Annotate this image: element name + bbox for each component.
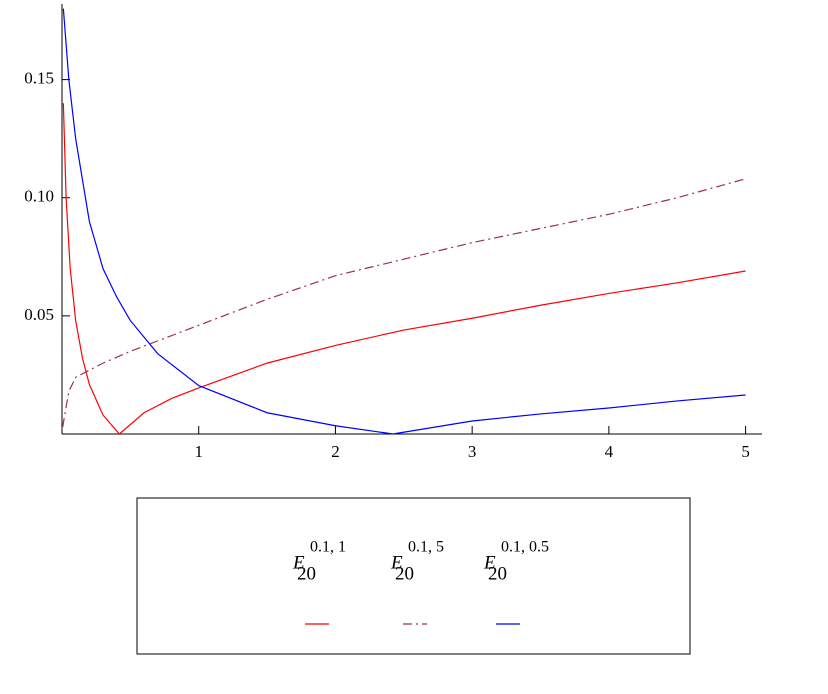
legend-label-sub: 20 <box>395 563 414 584</box>
y-tick-label: 0.15 <box>24 69 54 88</box>
series-line <box>62 178 746 428</box>
series-line <box>62 8 746 435</box>
legend-label: E <box>390 552 403 573</box>
legend-label: E <box>483 552 496 573</box>
legend-label-sup: 0.1, 1 <box>310 539 346 556</box>
legend-label-sup: 0.1, 0.5 <box>501 539 549 556</box>
legend-box <box>136 497 691 655</box>
x-tick-label: 4 <box>605 442 614 461</box>
legend-label-sub: 20 <box>488 563 507 584</box>
y-tick-label: 0.10 <box>24 187 54 206</box>
legend-label: E <box>292 552 305 573</box>
x-tick-label: 5 <box>741 442 750 461</box>
legend-label-sub: 20 <box>297 563 316 584</box>
legend-label-sup: 0.1, 5 <box>408 539 444 556</box>
x-tick-label: 1 <box>194 442 203 461</box>
y-tick-label: 0.05 <box>24 305 54 324</box>
x-tick-label: 3 <box>468 442 477 461</box>
series-line <box>62 103 746 435</box>
x-tick-label: 2 <box>331 442 340 461</box>
